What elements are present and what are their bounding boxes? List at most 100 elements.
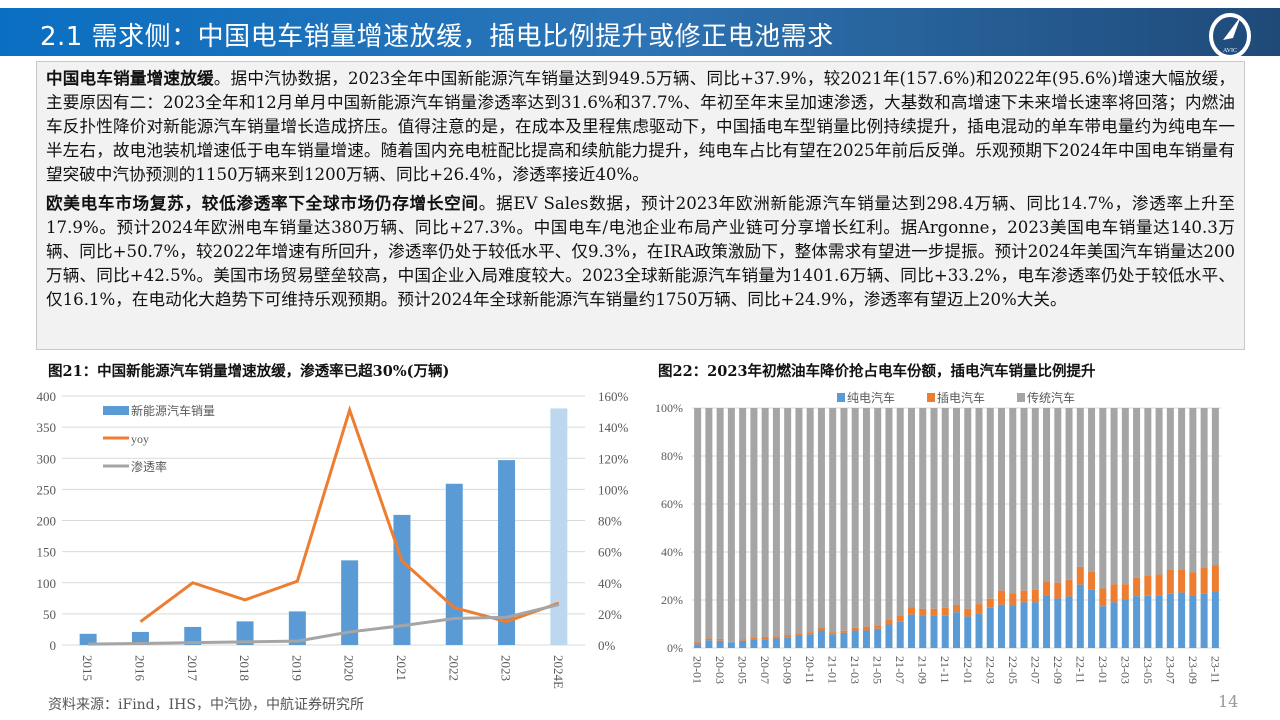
bar-ice-share: [953, 408, 960, 606]
bar-ice-share: [907, 408, 915, 608]
bar-phev-share: [1178, 570, 1186, 593]
chart21-title: 图21：中国新能源汽车销量增速放缓，渗透率已超30%(万辆): [48, 363, 450, 380]
slide-header: 2.1 需求侧：中国电车销量增速放缓，插电比例提升或修正电池需求 AVIC: [0, 8, 1280, 59]
bar-bev-share: [1211, 591, 1219, 648]
bar-phev-share: [953, 605, 960, 613]
legend-label-sales: 新能源汽车销量: [131, 403, 215, 418]
x-axis-tick: 22-11: [1073, 656, 1087, 684]
right-axis-tick: 100%: [598, 482, 629, 497]
x-axis-tick: 2022: [446, 655, 461, 681]
bar-phev-share: [1110, 584, 1118, 603]
bar-ice-share: [885, 408, 893, 620]
bar-bev-share: [817, 630, 825, 648]
x-axis-tick: 20-09: [781, 656, 795, 684]
y-axis-tick: 20%: [661, 593, 683, 607]
bar-bev-share: [1110, 602, 1118, 648]
bar-phev-share: [998, 590, 1006, 605]
bar-phev-share: [739, 639, 747, 641]
bar-bev-share: [1178, 592, 1186, 648]
bar-phev-share: [1065, 579, 1073, 597]
bar-phev-share: [986, 598, 994, 608]
bar-phev-share: [772, 636, 780, 639]
left-axis-tick: 300: [37, 451, 57, 466]
x-axis-tick: 2019: [289, 655, 304, 681]
bar-bev-share: [1065, 596, 1073, 648]
legend-label-penetration: 渗透率: [131, 459, 167, 474]
bar-phev-share: [907, 607, 915, 615]
right-axis-tick: 0%: [598, 638, 616, 653]
x-axis-tick: 23-07: [1163, 656, 1177, 684]
bar-ice-share: [1133, 408, 1141, 578]
right-axis-tick: 120%: [598, 451, 629, 466]
bar-phev-share: [840, 630, 848, 633]
bar-bev-share: [1189, 595, 1197, 648]
legend-swatch-sales: [103, 406, 129, 415]
bar-bev-share: [1155, 595, 1163, 648]
y-axis-tick: 60%: [661, 497, 683, 511]
bar-ice-share: [1155, 408, 1163, 575]
bar-ice-share: [705, 408, 713, 639]
bar-phev-share: [806, 632, 814, 635]
chart22-title: 图22：2023年初燃油车降价抢占电车份额，插电汽车销量比例提升: [658, 363, 1096, 380]
left-axis-tick: 100: [37, 576, 57, 591]
bar-phev-share: [930, 608, 938, 616]
left-axis-tick: 250: [37, 482, 57, 497]
bar-bev-share: [739, 640, 747, 648]
bar-bev-share: [716, 640, 724, 648]
right-axis-tick: 140%: [598, 420, 629, 435]
bar-phev-share: [750, 637, 758, 640]
bar-ice-share: [806, 408, 814, 633]
bar-bev-share: [694, 644, 702, 648]
bar-bev-share: [874, 628, 882, 648]
bar-bev-share: [896, 621, 904, 648]
bar-bev-share: [953, 612, 960, 648]
bar-bev-share: [998, 604, 1006, 648]
bar-phev-share: [941, 607, 949, 616]
left-axis-tick: 200: [37, 514, 57, 529]
bar-nev-sales: [498, 460, 516, 645]
x-axis-tick: 2015: [80, 655, 95, 681]
right-axis-tick: 160%: [598, 389, 629, 404]
x-axis-tick: 20-11: [803, 656, 817, 684]
bar-ice-share: [930, 408, 938, 609]
bar-bev-share: [1121, 600, 1129, 648]
summary-text-box: 中国电车销量增速放缓。据中汽协数据，2023全年中国新能源汽车销量达到949.5…: [36, 61, 1245, 350]
bar-phev-share: [1009, 593, 1017, 606]
bar-phev-share: [862, 626, 870, 631]
bar-ice-share: [862, 408, 870, 627]
legend-swatch: [837, 393, 845, 402]
bar-bev-share: [1076, 584, 1084, 648]
bar-bev-share: [964, 616, 972, 648]
bar-phev-share: [874, 625, 882, 629]
x-axis-tick: 23-11: [1208, 656, 1222, 684]
y-axis-tick: 100%: [655, 401, 683, 415]
bar-bev-share: [806, 634, 814, 648]
bar-ice-share: [975, 408, 983, 605]
bar-nev-sales: [341, 560, 359, 645]
bar-phev-share: [761, 636, 769, 640]
left-axis-tick: 350: [37, 420, 57, 435]
bar-phev-share: [795, 633, 803, 636]
x-axis-tick: 20-05: [736, 656, 750, 684]
bar-ice-share: [986, 408, 994, 599]
bar-ice-share: [1031, 408, 1039, 590]
bar-ice-share: [1166, 408, 1174, 570]
chart21-nev-sales: 0 50 100 150 200 250 300 350 400 0% 20% 40% 60% 80% 10…: [37, 389, 629, 689]
right-axis-tick: 40%: [598, 576, 622, 591]
bar-bev-share: [975, 613, 983, 648]
x-axis-tick: 2016: [132, 655, 147, 682]
bar-nev-sales: [550, 408, 568, 645]
bar-phev-share: [975, 604, 983, 614]
bar-bev-share: [1088, 589, 1096, 648]
bar-phev-share: [1166, 570, 1174, 594]
bar-bev-share: [1166, 593, 1174, 648]
bar-phev-share: [784, 635, 792, 638]
bar-ice-share: [1088, 408, 1096, 572]
bar-phev-share: [1054, 582, 1062, 599]
page-number: 14: [1218, 692, 1239, 711]
paragraph-body: 。据EV Sales数据，预计2023年欧洲新能源汽车销量达到298.4万辆、同…: [46, 194, 1235, 309]
x-axis-tick: 20-01: [691, 656, 705, 684]
paragraph-heading: 中国电车销量增速放缓: [46, 68, 214, 88]
bar-ice-share: [750, 408, 758, 638]
bar-ice-share: [829, 408, 837, 633]
